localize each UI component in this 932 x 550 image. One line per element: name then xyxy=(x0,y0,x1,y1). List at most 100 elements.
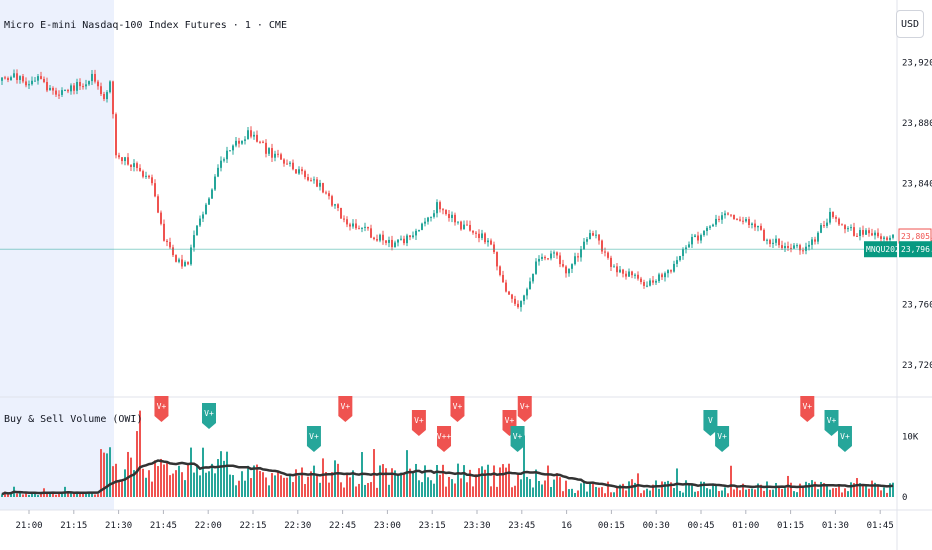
time-tick-label: 21:45 xyxy=(150,521,177,531)
volume-bar xyxy=(472,486,474,497)
candle-body xyxy=(457,221,459,223)
volume-bar xyxy=(322,458,324,497)
candle-body xyxy=(862,230,864,235)
volume-bar xyxy=(607,481,609,497)
candle-body xyxy=(508,291,510,295)
candle-body xyxy=(16,73,18,80)
volume-bar xyxy=(274,475,276,497)
volume-bar xyxy=(757,483,759,497)
volume-bar xyxy=(85,493,87,497)
candle-body xyxy=(436,202,438,214)
candle-body xyxy=(655,281,657,283)
candle-body xyxy=(511,294,513,299)
candle-body xyxy=(220,160,222,168)
candle-body xyxy=(388,239,390,243)
candle-body xyxy=(148,175,150,178)
volume-bar xyxy=(829,489,831,497)
volume-bar xyxy=(370,482,372,497)
time-tick-label: 01:30 xyxy=(822,521,849,531)
candle-body xyxy=(553,252,555,254)
candle-body xyxy=(1,77,3,81)
candle-body xyxy=(328,193,330,197)
volume-bar xyxy=(232,475,234,497)
volume-bar xyxy=(217,459,219,497)
volume-bar xyxy=(1,494,3,497)
signal-marker-label: V+ xyxy=(414,416,424,425)
candle-body xyxy=(268,148,270,154)
candle-body xyxy=(289,162,291,164)
volume-bar xyxy=(130,457,132,497)
candle-body xyxy=(154,183,156,197)
candle-body xyxy=(610,257,612,267)
candle-body xyxy=(319,182,321,187)
volume-bar xyxy=(457,463,459,497)
candle-body xyxy=(25,81,27,86)
signal-marker-label: V xyxy=(708,416,713,425)
candle-body xyxy=(616,266,618,273)
currency-button[interactable]: USD xyxy=(896,10,924,38)
volume-bar xyxy=(496,486,498,497)
candle-body xyxy=(178,259,180,262)
volume-bar xyxy=(103,452,105,497)
candle-body xyxy=(91,73,93,82)
volume-bar xyxy=(319,482,321,497)
volume-bar xyxy=(97,494,99,497)
volume-bar xyxy=(37,495,39,497)
candle-body xyxy=(61,90,63,95)
candle-body xyxy=(544,256,546,259)
volume-bar xyxy=(844,488,846,497)
candle-body xyxy=(814,239,816,242)
volume-bar xyxy=(211,463,213,497)
volume-bar xyxy=(796,492,798,497)
candle-body xyxy=(88,81,90,85)
chart-title: Micro E-mini Nasdaq-100 Index Futures · … xyxy=(4,20,287,31)
volume-bar xyxy=(427,477,429,497)
candle-body xyxy=(514,298,516,304)
volume-bar xyxy=(577,490,579,497)
volume-bar xyxy=(451,479,453,497)
candle-body xyxy=(115,114,117,156)
volume-bar xyxy=(79,493,81,497)
volume-bar xyxy=(574,493,576,497)
time-tick-label: 23:45 xyxy=(508,521,535,531)
candle-body xyxy=(676,260,678,264)
volume-bar xyxy=(7,494,9,497)
time-tick-label: 22:45 xyxy=(329,521,356,531)
volume-bar xyxy=(640,493,642,497)
volume-bar xyxy=(748,488,750,497)
candle-body xyxy=(253,134,255,137)
volume-ma-line xyxy=(1,459,894,496)
volume-tick-label: 0 xyxy=(902,493,907,503)
volume-bar xyxy=(301,467,303,497)
candle-body xyxy=(46,81,48,91)
volume-bar xyxy=(403,474,405,497)
candle-body xyxy=(601,240,603,252)
candle-body xyxy=(754,223,756,228)
candle-body xyxy=(493,244,495,253)
candle-body xyxy=(427,217,429,222)
volume-bar xyxy=(685,480,687,497)
volume-bar xyxy=(559,477,561,497)
candle-body xyxy=(652,280,654,283)
candle-body xyxy=(637,274,639,279)
signal-marker-label: V+ xyxy=(157,402,167,411)
candle-body xyxy=(415,230,417,236)
volume-bar xyxy=(25,493,27,497)
time-tick-label: 01:45 xyxy=(867,521,894,531)
candle-body xyxy=(187,262,189,265)
time-tick-label: 01:15 xyxy=(777,521,804,531)
candle-body xyxy=(151,177,153,184)
volume-bar xyxy=(649,490,651,497)
volume-bar xyxy=(499,467,501,497)
volume-bar xyxy=(850,482,852,497)
volume-bar xyxy=(184,480,186,497)
volume-bar xyxy=(658,488,660,497)
candle-body xyxy=(229,150,231,152)
volume-bar xyxy=(823,483,825,497)
candle-body xyxy=(577,256,579,258)
candle-body xyxy=(853,227,855,236)
candle-body xyxy=(283,159,285,164)
volume-bar xyxy=(292,482,294,497)
time-tick-label: 23:15 xyxy=(419,521,446,531)
